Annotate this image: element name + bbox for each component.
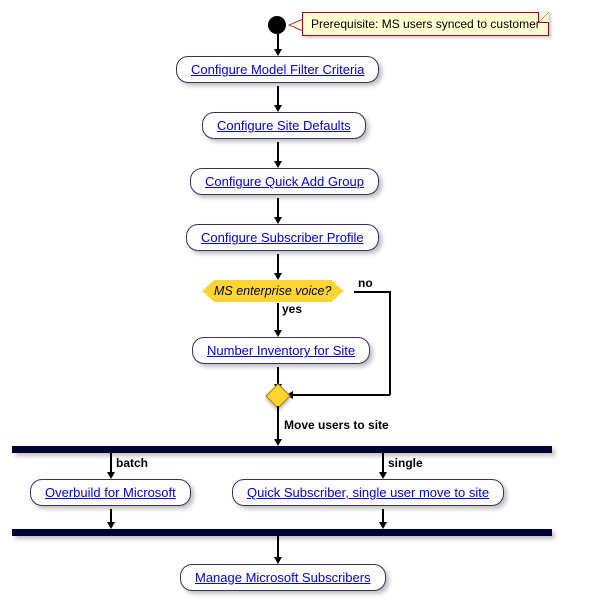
fork-bar xyxy=(12,446,552,453)
activity-overbuild-microsoft[interactable]: Overbuild for Microsoft xyxy=(30,479,191,506)
activity-manage-subscribers[interactable]: Manage Microsoft Subscribers xyxy=(180,564,386,591)
decision-label: MS enterprise voice? xyxy=(214,284,331,298)
start-node xyxy=(268,16,286,34)
link-configure-quick-add[interactable]: Configure Quick Add Group xyxy=(205,174,364,189)
link-manage-subscribers[interactable]: Manage Microsoft Subscribers xyxy=(195,570,371,585)
fork-title: Move users to site xyxy=(284,418,389,432)
edge-label-single: single xyxy=(388,456,423,470)
flowchart-diagram: Prerequisite: MS users synced to custome… xyxy=(10,10,604,596)
edge-label-yes: yes xyxy=(282,302,302,316)
edge-label-no: no xyxy=(358,276,373,290)
link-quick-subscriber[interactable]: Quick Subscriber, single user move to si… xyxy=(247,485,489,500)
join-bar xyxy=(12,529,552,536)
decision-ms-enterprise-voice: MS enterprise voice? xyxy=(202,280,343,302)
activity-quick-subscriber[interactable]: Quick Subscriber, single user move to si… xyxy=(232,479,504,506)
activity-configure-quick-add[interactable]: Configure Quick Add Group xyxy=(190,168,379,195)
activity-configure-site-defaults[interactable]: Configure Site Defaults xyxy=(202,112,366,139)
link-configure-model-filter[interactable]: Configure Model Filter Criteria xyxy=(191,62,364,77)
note-pointer xyxy=(288,19,302,31)
edge-label-batch: batch xyxy=(116,456,148,470)
link-number-inventory[interactable]: Number Inventory for Site xyxy=(207,343,355,358)
link-configure-subscriber[interactable]: Configure Subscriber Profile xyxy=(201,230,364,245)
activity-configure-model-filter[interactable]: Configure Model Filter Criteria xyxy=(176,56,379,83)
prerequisite-note: Prerequisite: MS users synced to custome… xyxy=(302,12,549,36)
link-configure-site-defaults[interactable]: Configure Site Defaults xyxy=(217,118,351,133)
link-overbuild-microsoft[interactable]: Overbuild for Microsoft xyxy=(45,485,176,500)
activity-configure-subscriber[interactable]: Configure Subscriber Profile xyxy=(186,224,379,251)
merge-diamond xyxy=(265,383,290,408)
activity-number-inventory[interactable]: Number Inventory for Site xyxy=(192,337,370,364)
note-text: Prerequisite: MS users synced to custome… xyxy=(311,17,540,31)
